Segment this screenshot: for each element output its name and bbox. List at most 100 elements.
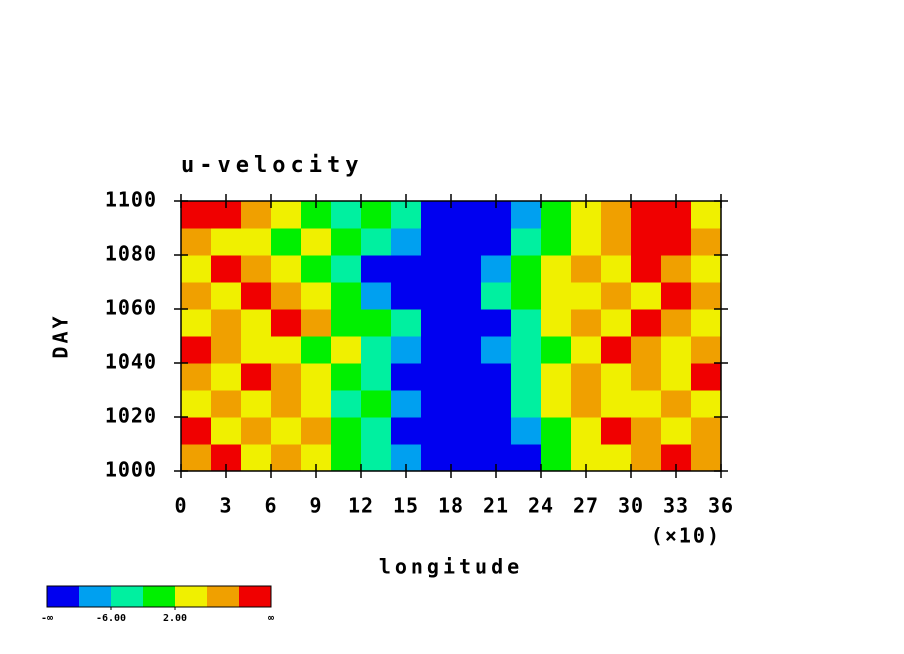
heat-cell: [691, 201, 722, 229]
x-tick-label: 18: [438, 494, 464, 518]
heat-cell: [601, 390, 632, 418]
heat-cell: [181, 228, 212, 256]
heat-cell: [481, 282, 512, 310]
heat-cell: [301, 417, 332, 445]
heat-cell: [301, 255, 332, 283]
heat-cell: [241, 228, 272, 256]
heat-cell: [511, 444, 542, 472]
heat-cell: [511, 417, 542, 445]
heat-cell: [601, 417, 632, 445]
heat-cell: [451, 417, 482, 445]
heat-cell: [391, 417, 422, 445]
heat-cell: [301, 228, 332, 256]
heat-cell: [331, 336, 362, 364]
x-multiplier: (×10): [651, 524, 721, 548]
heat-cell: [571, 336, 602, 364]
heat-cell: [631, 255, 662, 283]
heat-cell: [181, 282, 212, 310]
heat-cell: [271, 201, 302, 229]
heat-cell: [571, 390, 602, 418]
x-tick-label: 15: [393, 494, 419, 518]
heat-cell: [421, 336, 452, 364]
heat-cell: [541, 309, 572, 337]
heat-cell: [241, 363, 272, 391]
heat-cell: [331, 255, 362, 283]
heat-cell: [391, 363, 422, 391]
heat-cell: [181, 390, 212, 418]
heat-cell: [331, 282, 362, 310]
heat-cell: [571, 417, 602, 445]
heat-cell: [451, 336, 482, 364]
heat-cell: [331, 444, 362, 472]
heat-cell: [511, 390, 542, 418]
y-tick-label: 1080: [105, 242, 157, 266]
heat-cell: [691, 444, 722, 472]
heat-cell: [571, 363, 602, 391]
x-tick-label: 0: [174, 494, 187, 518]
heat-cell: [451, 444, 482, 472]
heat-cell: [451, 255, 482, 283]
heat-cell: [661, 390, 692, 418]
heat-cell: [541, 336, 572, 364]
heat-cell: [691, 363, 722, 391]
heat-cell: [661, 228, 692, 256]
x-tick-label: 3: [219, 494, 232, 518]
heat-cell: [301, 363, 332, 391]
heat-cell: [391, 390, 422, 418]
heat-cell: [181, 201, 212, 229]
heat-cell: [301, 390, 332, 418]
heat-cell: [421, 282, 452, 310]
heat-cell: [361, 336, 392, 364]
heat-cell: [271, 363, 302, 391]
heat-cell: [331, 417, 362, 445]
heat-cell: [421, 201, 452, 229]
heat-cell: [241, 336, 272, 364]
x-tick-label: 30: [618, 494, 644, 518]
heat-cell: [631, 282, 662, 310]
chart-title: u-velocity: [181, 153, 363, 178]
heat-cell: [511, 363, 542, 391]
heat-cell: [661, 336, 692, 364]
heat-cell: [181, 363, 212, 391]
heat-cell: [481, 309, 512, 337]
heat-cell: [421, 363, 452, 391]
x-tick-label: 9: [309, 494, 322, 518]
heat-cell: [691, 390, 722, 418]
heat-cell: [601, 255, 632, 283]
heat-cell: [241, 417, 272, 445]
heat-cell: [391, 255, 422, 283]
heat-cell: [421, 255, 452, 283]
heat-cell: [181, 336, 212, 364]
heat-cell: [301, 336, 332, 364]
heat-cell: [361, 255, 392, 283]
y-tick-label: 1040: [105, 350, 157, 374]
heat-cell: [661, 309, 692, 337]
heat-cell: [421, 390, 452, 418]
colorbar-swatch: [175, 586, 207, 607]
heat-cell: [301, 282, 332, 310]
heat-cell: [631, 336, 662, 364]
y-axis-label: DAY: [49, 313, 73, 358]
heat-cell: [571, 309, 602, 337]
heat-cell: [511, 282, 542, 310]
heat-cell: [481, 390, 512, 418]
heat-cell: [691, 336, 722, 364]
heat-cell: [661, 255, 692, 283]
heat-cell: [181, 417, 212, 445]
colorbar-swatch: [111, 586, 143, 607]
heat-cell: [241, 255, 272, 283]
x-axis-label: longitude: [379, 555, 523, 579]
colorbar-swatch: [239, 586, 271, 607]
heat-cell: [391, 309, 422, 337]
heat-cell: [181, 255, 212, 283]
heat-cell: [211, 336, 242, 364]
heat-cell: [661, 282, 692, 310]
y-tick-label: 1100: [105, 188, 157, 212]
heat-cell: [691, 309, 722, 337]
heat-cell: [601, 201, 632, 229]
x-tick-label: 36: [708, 494, 734, 518]
heat-cell: [331, 309, 362, 337]
heat-cell: [211, 363, 242, 391]
heat-cell: [211, 417, 242, 445]
heat-cell: [601, 282, 632, 310]
